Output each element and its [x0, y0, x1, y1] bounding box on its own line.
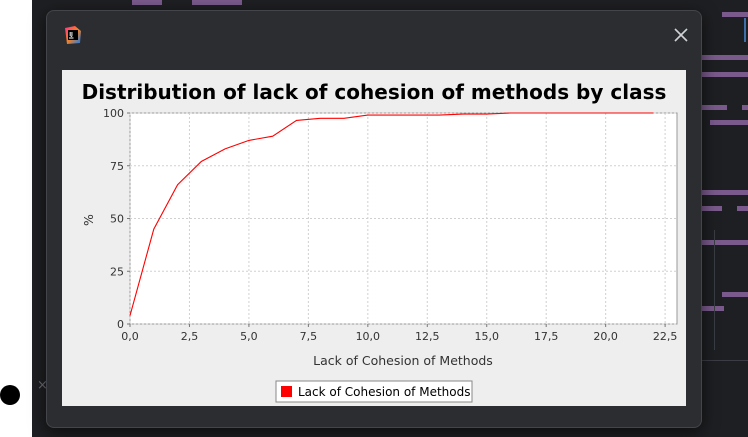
x-tick-label: 2,5 — [181, 330, 199, 343]
y-tick-label: 0 — [117, 318, 124, 331]
background-line — [714, 230, 715, 350]
background-code-mark — [702, 190, 748, 195]
x-tick-label: 5,0 — [240, 330, 257, 343]
background-code-mark — [702, 55, 748, 60]
chart-title: Distribution of lack of cohesion of meth… — [82, 80, 667, 104]
background-code-mark — [700, 206, 722, 211]
x-tick-label: 20,0 — [593, 330, 618, 343]
legend-box — [275, 380, 473, 403]
y-tick-label: 50 — [110, 213, 124, 226]
svg-text:IJ: IJ — [69, 32, 73, 38]
legend-swatch — [281, 386, 292, 397]
x-tick-label: 15,0 — [474, 330, 499, 343]
y-tick-label: 25 — [110, 265, 124, 278]
close-icon — [674, 28, 688, 42]
background-close-icon: × — [37, 378, 48, 393]
legend-entry: Lack of Cohesion of Methods — [298, 385, 470, 399]
background-code-mark — [697, 105, 727, 110]
background-code-mark — [700, 306, 724, 311]
x-tick-label: 0,0 — [121, 330, 139, 343]
background-code-mark — [722, 12, 748, 17]
y-tick-label: 100 — [103, 107, 124, 120]
x-tick-label: 17,5 — [534, 330, 559, 343]
close-button[interactable] — [671, 25, 691, 45]
y-tick-label: 75 — [110, 160, 124, 173]
chart-dialog: IJ Distribution of lack of cohesion of m… — [46, 10, 702, 428]
background-code-mark — [710, 120, 748, 125]
background-code-mark — [132, 0, 162, 5]
background-code-mark — [722, 292, 748, 297]
background-code-mark — [700, 240, 748, 245]
background-code-mark — [742, 105, 748, 110]
legend: Lack of Cohesion of Methods — [275, 380, 473, 403]
x-tick-label: 12,5 — [415, 330, 440, 343]
x-tick-label: 10,0 — [356, 330, 381, 343]
bullet-dot — [0, 385, 20, 405]
background-line — [744, 18, 746, 42]
x-axis-label: Lack of Cohesion of Methods — [313, 353, 493, 368]
y-axis-label: % — [81, 214, 96, 226]
x-tick-label: 22,5 — [653, 330, 678, 343]
intellij-logo-icon: IJ — [63, 25, 83, 45]
chart-panel: Distribution of lack of cohesion of meth… — [62, 70, 686, 406]
background-code-mark — [737, 206, 748, 211]
line-chart: Distribution of lack of cohesion of meth… — [81, 80, 678, 403]
background-code-mark — [192, 0, 242, 5]
x-tick-label: 7,5 — [300, 330, 318, 343]
background-code-mark — [700, 72, 748, 77]
series-line — [129, 112, 654, 316]
